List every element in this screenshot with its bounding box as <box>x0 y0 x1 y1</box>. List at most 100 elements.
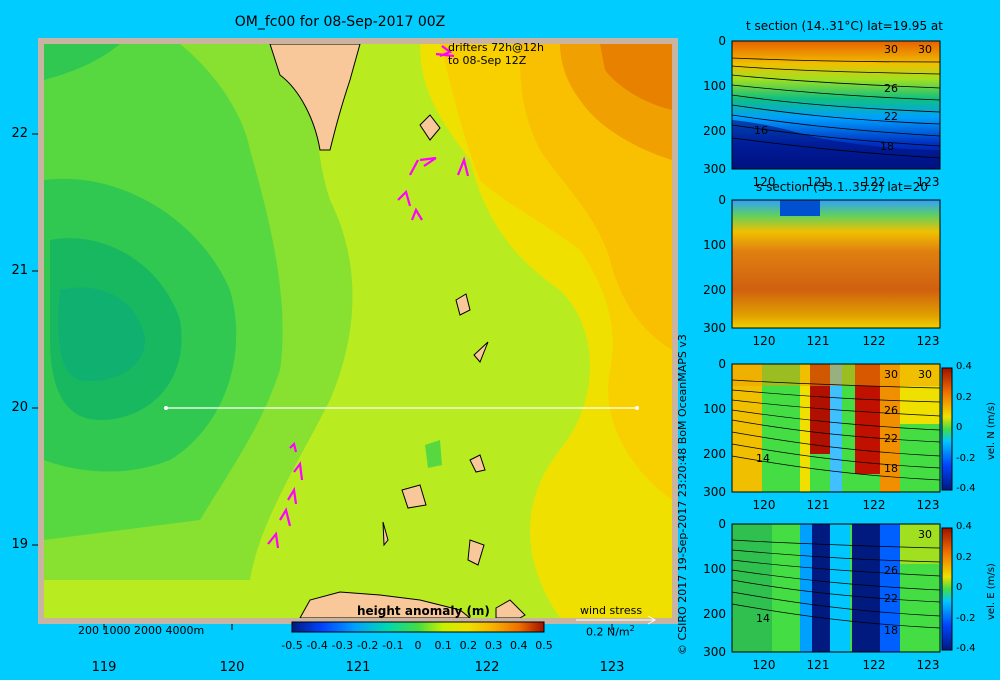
map-x-tick-122: 122 <box>474 660 500 675</box>
section-4-x-tick-121: 121 <box>806 658 830 672</box>
section-1-y-tick-0: 0 <box>718 34 726 48</box>
colorbar-tick-7: 0.2 <box>459 639 478 652</box>
section-3-contour-3: 22 <box>884 432 898 445</box>
section-2-x-tick-120: 120 <box>752 334 776 348</box>
section-1-contour-2: 26 <box>884 82 898 95</box>
colorbar-tick-9: 0.4 <box>510 639 528 652</box>
vel-n-colorbar <box>941 367 953 491</box>
section-3-y-tick-300: 300 <box>703 485 726 499</box>
s-section-title: s section (33.1..35.2) lat=20 <box>756 180 929 194</box>
section-3-cb-tick-2: 0 <box>956 422 963 433</box>
map-x-tick-119: 119 <box>91 660 117 675</box>
map-y-tick-22: 22 <box>11 126 28 141</box>
section-2-x-tick-122: 122 <box>862 334 886 348</box>
section-3-x-tick-122: 122 <box>862 498 886 512</box>
section-3-cb-tick-1: 0.2 <box>956 391 972 403</box>
map-x-tick-120: 120 <box>219 660 245 675</box>
depth-legend: 200 1000 2000 4000m <box>78 624 205 637</box>
drifter-note-line1: drifters 72h@12h <box>448 41 545 54</box>
section-3-contour-1: 30 <box>918 368 932 381</box>
map-x-tick-121: 121 <box>345 660 371 675</box>
section-4-contour-0: 30 <box>918 528 932 541</box>
section-3-contour-0: 30 <box>884 368 898 381</box>
colorbar-tick-3: -0.2 <box>356 639 379 652</box>
colorbar-tick-5: 0 <box>414 639 422 652</box>
section-1-x-tick-120: 120 <box>752 175 776 189</box>
t-section-title: t section (14..31°C) lat=19.95 at <box>746 19 943 33</box>
section-1-contour-5: 16 <box>754 124 768 137</box>
section-3-cb-tick-0: 0.4 <box>956 361 972 372</box>
wind-stress-value: 0.2 N/m2 <box>586 624 635 639</box>
drifter-tracks <box>267 45 470 549</box>
section-4-y-tick-200: 200 <box>703 606 726 621</box>
section-4-cb-tick-1: 0.2 <box>956 551 972 563</box>
section-3-x-tick-123: 123 <box>916 498 940 512</box>
colorbar-ticks: -0.5 -0.4 -0.3 -0.2 -0.1 0 0.1 0.2 0.3 0.4 0.5 <box>280 639 560 653</box>
section-3-contour-2: 26 <box>884 404 898 417</box>
section-4-y-tick-100: 100 <box>703 561 726 576</box>
section-1-y-tick-300: 300 <box>703 162 726 176</box>
section-1-y-tick-200: 200 <box>703 123 726 138</box>
section-4-contour-2: 22 <box>884 592 898 605</box>
section-2-x-tick-123: 123 <box>916 334 940 348</box>
section-1-x-tick-122: 122 <box>862 175 886 189</box>
section-2-y-tick-0: 0 <box>718 193 726 207</box>
section-4-y-tick-0: 0 <box>718 517 726 531</box>
section-1-x-tick-123: 123 <box>916 175 940 189</box>
section-3-y-tick-100: 100 <box>703 401 726 416</box>
vel-e-colorbar-label: vel. E (m/s) <box>986 563 997 620</box>
section-4-contour-4: 14 <box>756 612 770 625</box>
section-4-x-tick-120: 120 <box>752 658 776 672</box>
vel-n-colorbar-label: vel. N (m/s) <box>986 402 997 460</box>
colorbar-tick-8: 0.3 <box>484 639 503 652</box>
section-2-x-tick-121: 121 <box>806 334 830 348</box>
section-1-contour-3: 22 <box>884 110 898 123</box>
vel-e-colorbar <box>941 527 953 651</box>
colorbar-tick-1: -0.4 <box>306 639 328 652</box>
map-field <box>44 44 672 618</box>
section-3-contour-4: 18 <box>884 462 898 475</box>
page-title: OM_fc00 for 08-Sep-2017 00Z <box>234 14 446 30</box>
vel-e-section-panel <box>731 523 953 653</box>
section-3-y-tick-0: 0 <box>718 357 726 371</box>
drifter-note-line2: to 08-Sep 12Z <box>448 54 527 67</box>
section-2-y-tick-200: 200 <box>703 282 726 297</box>
section-4-contour-3: 18 <box>884 624 898 637</box>
section-4-y-tick-300: 300 <box>703 645 726 659</box>
map-y-tick-20: 20 <box>11 400 28 415</box>
map-x-tick-123: 123 <box>599 660 625 675</box>
section-4-cb-tick-0: 0.4 <box>956 521 972 532</box>
map-y-tick-19: 19 <box>11 537 28 552</box>
s-section-panel <box>731 199 941 329</box>
colorbar-tick-2: -0.3 <box>331 639 354 652</box>
section-3-x-tick-121: 121 <box>806 498 830 512</box>
section-4-cb-tick-3: -0.2 <box>956 612 976 624</box>
section-1-y-tick-100: 100 <box>703 78 726 93</box>
map-y-tick-21: 21 <box>11 263 28 278</box>
colorbar-label: height anomaly (m) <box>357 604 490 618</box>
t-section-panel <box>731 40 941 170</box>
section-4-x-tick-123: 123 <box>916 658 940 672</box>
section-3-y-tick-200: 200 <box>703 446 726 461</box>
section-3-contour-5: 14 <box>756 452 770 465</box>
section-1-contour-4: 18 <box>880 140 894 153</box>
section-1-contour-1: 30 <box>918 43 932 56</box>
colorbar-tick-0: -0.5 <box>281 639 303 652</box>
section-4-cb-tick-4: -0.4 <box>956 643 976 654</box>
section-2-y-tick-100: 100 <box>703 237 726 252</box>
section-1-x-tick-121: 121 <box>806 175 830 189</box>
height-colorbar <box>291 621 545 633</box>
vel-n-section-panel <box>731 363 953 493</box>
colorbar-tick-6: 0.1 <box>434 639 452 652</box>
section-3-cb-tick-4: -0.4 <box>956 483 976 494</box>
colorbar-tick-4: -0.1 <box>382 639 404 652</box>
section-2-y-tick-300: 300 <box>703 321 726 335</box>
wind-stress-label: wind stress <box>580 604 643 617</box>
colorbar-tick-10: 0.5 <box>535 639 553 652</box>
section-4-contour-1: 26 <box>884 564 898 577</box>
section-4-x-tick-122: 122 <box>862 658 886 672</box>
section-4-cb-tick-2: 0 <box>956 582 963 593</box>
section-3-x-tick-120: 120 <box>752 498 776 512</box>
